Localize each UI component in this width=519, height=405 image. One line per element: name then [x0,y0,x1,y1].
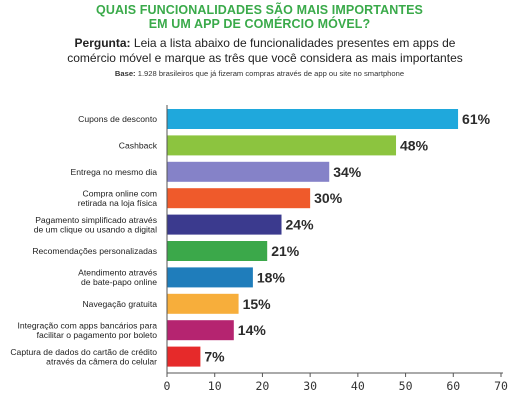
value-label: 30% [314,190,343,206]
value-label: 24% [286,217,315,233]
value-label: 61% [462,111,491,127]
bar [167,135,397,156]
x-tick-label: 40 [351,379,365,393]
category-label: Navegação gratuita [82,299,157,309]
x-tick-label: 20 [255,379,269,393]
bar [167,346,201,367]
bar [167,241,268,261]
x-tick-label: 60 [446,379,460,393]
category-label: Pagamento simplificado através de um cliq… [34,215,157,235]
category-label: Cashback [119,140,158,150]
value-label: 14% [238,322,267,338]
value-label: 34% [333,164,362,180]
chart-title-line1: QUAIS FUNCIONALIDADES SÃO MAIS IMPORTANT… [96,3,423,17]
x-tick-label: 70 [494,379,508,393]
category-label: Cupons de desconto [78,114,157,124]
value-label: 48% [400,137,429,153]
x-tick-label: 10 [208,379,222,393]
bar [167,188,311,209]
x-tick-label: 0 [164,379,171,393]
bar [167,267,253,288]
value-label: 7% [204,349,225,365]
category-label: Compra online com retirada na loja física [78,188,158,208]
value-label: 21% [271,243,300,259]
value-label: 18% [257,269,286,285]
base-text: 1.928 brasileiros que já fizeram compras… [137,69,405,78]
question-body: Leia a lista abaixo de funcionalidades p… [67,36,463,65]
category-label: Atendimento através de bate-papo online [78,268,157,288]
value-label: 15% [243,296,272,312]
question-text: Pergunta: Leia a lista abaixo de funcion… [55,36,475,65]
category-label: Entrega no mesmo dia [71,167,158,177]
x-tick-label: 30 [303,379,317,393]
bar [167,320,234,341]
category-label: Integração com apps bancários para facili… [18,320,158,340]
base-label: Base: [114,69,136,78]
base-note: Base: 1.928 brasileiros que já fizeram c… [0,69,519,78]
chart-title: QUAIS FUNCIONALIDADES SÃO MAIS IMPORTANT… [0,3,519,31]
bar [167,109,459,129]
chart-title-line2: EM UM APP DE COMÉRCIO MÓVEL? [148,17,371,31]
bar [167,293,239,314]
category-label: Recomendações personalizadas [32,246,157,256]
bar [167,214,282,235]
category-label: Captura de dados do cartão de crédito atr… [10,347,157,367]
x-tick-label: 50 [399,379,413,393]
bar [167,161,330,182]
question-label: Pergunta: [74,36,131,50]
